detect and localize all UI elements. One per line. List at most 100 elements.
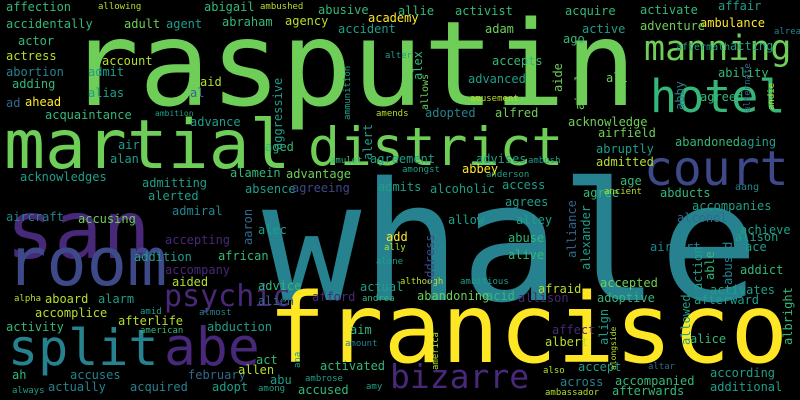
- word: adopt: [212, 380, 248, 394]
- word: air: [118, 138, 140, 152]
- word: affect: [552, 323, 595, 337]
- word: account: [102, 54, 153, 68]
- word: acquaintance: [45, 108, 132, 122]
- word: alice: [690, 332, 726, 346]
- word: although: [400, 277, 443, 287]
- word: aftermath: [676, 42, 730, 53]
- word: ammunition: [343, 66, 353, 120]
- word: additional: [710, 380, 782, 394]
- word: andrea: [362, 294, 395, 304]
- word: affair: [718, 0, 761, 13]
- word: amends: [376, 109, 409, 119]
- word: able: [703, 251, 717, 280]
- word: affection: [6, 0, 71, 14]
- word: alive: [508, 248, 544, 262]
- word: alcohol: [677, 211, 728, 225]
- word: aboard: [45, 292, 88, 306]
- word: abduction: [207, 320, 272, 334]
- word: alliance: [565, 200, 579, 258]
- word: amid: [140, 307, 162, 317]
- word: agreeing: [292, 181, 350, 195]
- word: accomplice: [35, 306, 107, 320]
- word: ana: [293, 352, 303, 368]
- word: adult: [124, 17, 160, 31]
- word: abandoning: [417, 289, 489, 303]
- word: add: [386, 230, 408, 244]
- word: align: [597, 309, 611, 345]
- word: alan: [110, 152, 139, 166]
- word: admits: [378, 180, 421, 194]
- word: abby: [673, 81, 687, 110]
- word: alec: [258, 223, 287, 237]
- word: admit: [88, 65, 124, 79]
- word: aided: [172, 275, 208, 289]
- word: afford: [312, 290, 355, 304]
- word: advice: [258, 279, 301, 293]
- word: action: [691, 247, 705, 290]
- word: accept: [578, 360, 621, 374]
- word: alexander: [579, 205, 593, 270]
- word: alone: [376, 257, 403, 267]
- word: amount: [345, 339, 378, 349]
- word: afraid: [538, 282, 581, 296]
- word: court: [644, 141, 789, 197]
- word: ahead: [25, 95, 61, 109]
- word: accepted: [600, 276, 658, 290]
- word: admitting: [142, 176, 207, 190]
- word: abusive: [318, 3, 369, 17]
- word: also: [543, 366, 565, 376]
- word: advises: [476, 152, 527, 166]
- word: alfred: [495, 106, 538, 120]
- word: albert: [545, 335, 588, 349]
- word: aang: [735, 182, 759, 193]
- word: ali: [606, 71, 628, 85]
- word: ad: [6, 96, 20, 110]
- word: whale: [262, 147, 759, 339]
- word: alongside: [609, 326, 618, 370]
- word: activated: [320, 359, 385, 373]
- word: ah: [12, 368, 26, 382]
- word: aging: [740, 135, 776, 149]
- word: abraham: [222, 15, 273, 29]
- word: allen: [238, 363, 274, 377]
- word: manning: [644, 29, 792, 69]
- word: abducts: [660, 186, 711, 200]
- word: allison: [518, 291, 569, 305]
- word: among: [258, 384, 285, 394]
- word: adding: [12, 77, 55, 91]
- word: accepts: [492, 54, 543, 68]
- word: age: [620, 174, 642, 188]
- word: adam: [485, 22, 514, 36]
- word: accusing: [78, 212, 136, 226]
- word: alien: [258, 294, 294, 308]
- word: san: [6, 184, 151, 277]
- word: abruptly: [596, 142, 654, 156]
- word: aide: [551, 63, 565, 92]
- word: already: [774, 27, 800, 37]
- word: acknowledges: [20, 170, 107, 184]
- word: abortion: [6, 65, 64, 79]
- word: acquire: [565, 4, 616, 18]
- word: ambassador: [545, 388, 600, 398]
- word: alert: [361, 124, 375, 160]
- word: alarm: [98, 292, 134, 306]
- word: accompanied: [615, 374, 694, 388]
- word: acid: [486, 289, 515, 303]
- word: ambition: [155, 109, 194, 118]
- word: alamein: [230, 166, 281, 180]
- word: accident: [338, 22, 396, 36]
- word: allowed: [679, 294, 693, 345]
- word: airport: [650, 240, 701, 254]
- word: acknowledge: [568, 115, 647, 129]
- word: alley: [516, 213, 552, 227]
- word: amy: [366, 382, 383, 392]
- word: activates: [710, 283, 775, 297]
- word: academy: [368, 11, 419, 25]
- word: francisco: [268, 273, 788, 385]
- word: ambulance: [700, 16, 765, 30]
- word: ago: [563, 32, 585, 46]
- word: accused: [298, 383, 349, 397]
- word: aircraft: [6, 210, 64, 224]
- word: february: [188, 368, 246, 382]
